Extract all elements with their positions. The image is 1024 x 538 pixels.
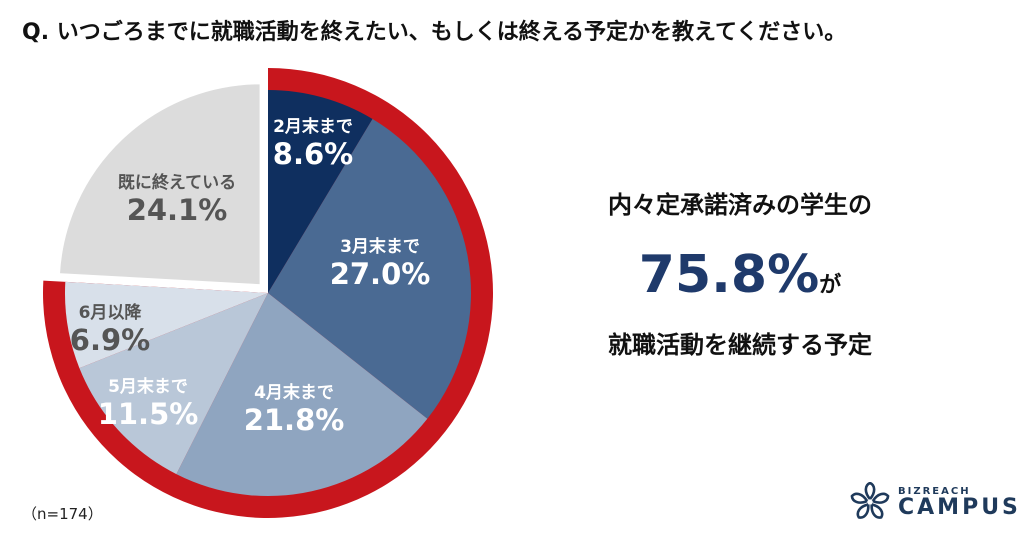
logo-product: CAMPUS [898,494,1021,520]
pie-slice [268,118,471,419]
slice-category: 3月末まで [340,237,420,257]
question-title: Q. いつごろまでに就職活動を終えたい、もしくは終える予定かを教えてください。 [22,20,847,45]
highlight-percent: 75.8% [638,245,820,305]
pie-slice [65,281,268,369]
slice-value: 27.0% [329,257,431,291]
bizreach-campus-logo: BIZREACH CAMPUS [850,482,1021,522]
logo-brand: BIZREACH [898,485,971,497]
slice-category: 2月末まで [273,117,353,137]
slice-label: 4月末まで 21.8% [244,378,345,437]
slice-category: 5月末まで [108,377,188,397]
pie-slice [176,293,428,496]
slice-label: 5月末まで 11.5% [98,372,199,431]
highlight-value: 75.8%が [560,245,920,305]
sample-size: （n=174） [22,505,103,523]
pie-slice [56,81,263,288]
sakura-flower-icon [850,482,890,519]
highlight-suffix: が [819,273,842,298]
pie-slice [79,293,269,475]
pie-slice [268,90,373,293]
slice-value: 6.9% [69,323,151,357]
slice-label: 2月末まで 8.6% [273,112,353,171]
slice-label: 3月末まで 27.0% [330,232,431,291]
slice-value: 8.6% [272,137,354,171]
highlight-line1: 内々定承諾済みの学生の [608,191,872,219]
slice-category: 既に終えている [117,173,237,193]
slice-category: 6月以降 [78,303,142,323]
slice-label: 6月以降 6.9% [70,298,150,357]
slice-value: 24.1% [126,193,228,227]
highlight-line3: 就職活動を継続する予定 [608,331,872,359]
slice-category: 4月末まで [254,383,334,403]
slice-label: 既に終えている 24.1% [118,168,236,227]
slice-value: 11.5% [97,397,199,431]
pie-slices [56,81,471,496]
slice-value: 21.8% [243,403,345,437]
